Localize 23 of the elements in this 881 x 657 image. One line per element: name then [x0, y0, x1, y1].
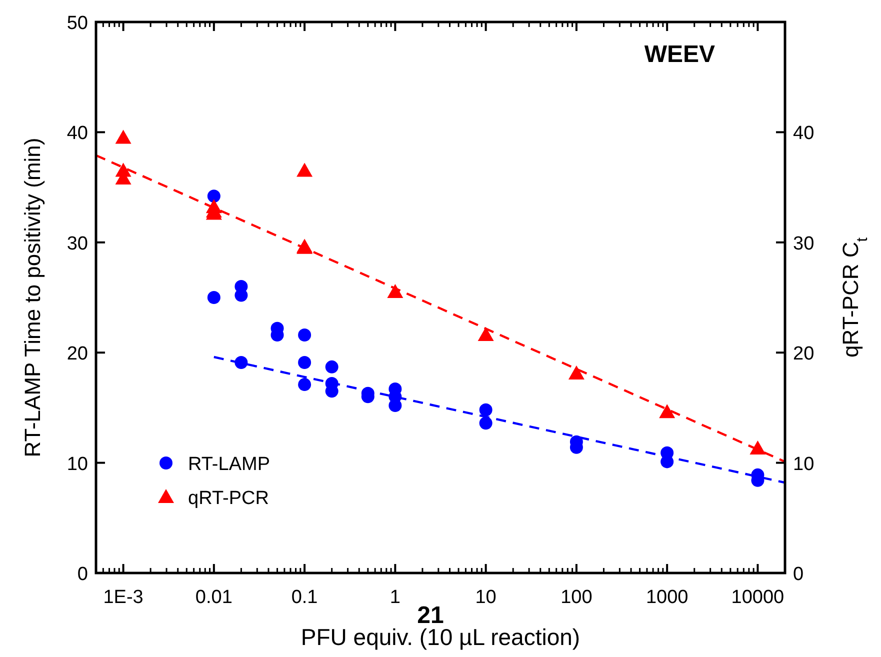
- y-tick-label: 40: [66, 123, 88, 144]
- legend-label: qRT-PCR: [188, 488, 269, 509]
- x-tick-label: 0.01: [195, 587, 232, 608]
- legend-label: RT-LAMP: [188, 454, 270, 475]
- x-tick-label: 0.1: [291, 587, 318, 608]
- x-tick-label: 1000: [646, 587, 688, 608]
- y-tick-label: 30: [66, 233, 88, 254]
- y-tick-label: 50: [66, 13, 88, 34]
- y-axis-title: RT-LAMP Time to positivity (min): [20, 138, 45, 458]
- y2-tick-label: 20: [793, 344, 814, 365]
- y2-tick-label: 10: [793, 454, 814, 475]
- y-tick-label: 10: [66, 454, 88, 475]
- y-tick-label: 0: [77, 564, 88, 585]
- x-tick-label: 100: [560, 587, 592, 608]
- x-tick-label: 1E-3: [103, 587, 144, 608]
- y2-tick-label: 30: [793, 233, 814, 254]
- y2-tick-label: 0: [793, 564, 804, 585]
- x-tick-label: 10000: [731, 587, 784, 608]
- x-tick-label: 1: [390, 587, 400, 608]
- y-tick-label: 20: [66, 344, 88, 365]
- y2-tick-label: 40: [793, 123, 814, 144]
- text: WEEV: [644, 41, 715, 68]
- x-tick-label: 10: [475, 587, 496, 608]
